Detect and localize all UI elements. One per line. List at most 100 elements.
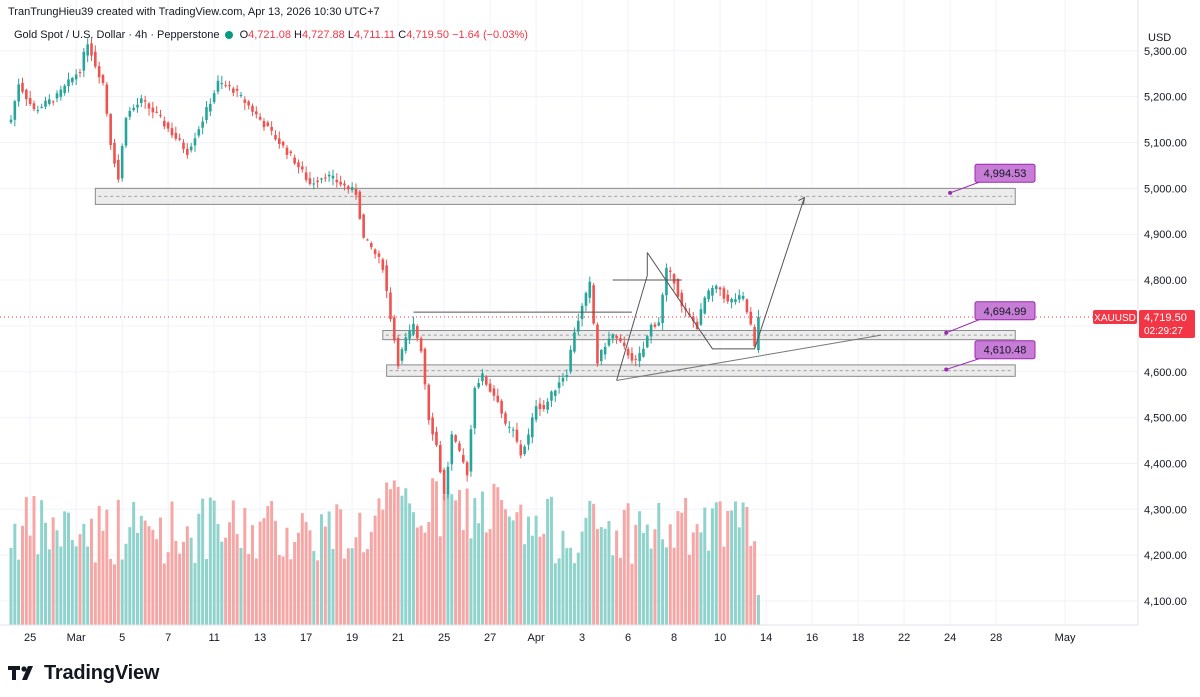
volume-bar — [147, 526, 151, 625]
candle-body — [343, 183, 346, 186]
volume-bar — [212, 500, 216, 625]
candle-body — [611, 334, 615, 339]
support-zone-lower — [386, 364, 1016, 377]
volume-bar — [626, 503, 630, 625]
candle-body — [615, 335, 618, 339]
tradingview-logo[interactable]: TradingView — [8, 660, 159, 686]
candle-body — [278, 138, 281, 144]
last-price-text: 4,719.50 — [1144, 312, 1187, 324]
volume-bar — [492, 483, 496, 625]
price-label-leader — [946, 319, 980, 334]
time-tick-label: 6 — [625, 632, 631, 644]
time-axis[interactable]: 25 Mar 5 7 11 13 17 19 21 25 27 Apr 3 6 8 10 14 16 18 22 24 2… — [0, 624, 1138, 644]
volume-bar — [469, 538, 473, 625]
candle-body — [94, 51, 97, 67]
volume-bar — [542, 533, 546, 625]
created-by-line: TranTrungHieu39 created with TradingView… — [8, 6, 380, 18]
candle-body — [82, 51, 86, 71]
volume-bar — [465, 488, 469, 625]
candle-body — [573, 332, 576, 352]
volume-bar — [197, 513, 201, 625]
volume-bar — [132, 502, 136, 625]
candle-body — [561, 377, 565, 382]
candle-body — [373, 249, 377, 255]
volume-bar — [534, 515, 538, 625]
candle-body — [389, 292, 392, 320]
price-chart[interactable]: 25 Mar 5 7 11 13 17 19 21 25 27 Apr 3 6 8 10 14 16 18 22 24 2… — [0, 0, 1200, 660]
volume-bar — [185, 526, 189, 625]
candle-body — [538, 403, 542, 410]
candle-body — [676, 279, 680, 297]
time-tick-label: 7 — [165, 632, 171, 644]
price-labels[interactable]: 4,994.53 4,694.99 4,610.48 — [944, 163, 1036, 372]
candle-body — [339, 181, 342, 185]
volume-bar — [480, 491, 484, 625]
volume-bar — [565, 548, 569, 625]
candle-body — [718, 287, 722, 290]
volume-bar — [385, 482, 389, 625]
candle-body — [500, 400, 503, 414]
volume-bar — [143, 520, 147, 625]
volume-bar — [162, 563, 166, 625]
candle-body — [90, 43, 93, 56]
volume-bar — [653, 529, 657, 625]
volume-bar — [714, 502, 718, 625]
volume-bar — [342, 558, 346, 625]
volume-bar — [595, 529, 599, 625]
volume-bar — [423, 532, 427, 625]
volume-bar — [488, 529, 492, 625]
volume-bar — [588, 500, 592, 625]
volume-bar — [461, 530, 465, 625]
candle-body — [546, 401, 549, 410]
candle-body — [511, 429, 515, 431]
time-tick-label: 8 — [671, 632, 677, 644]
candle-body — [13, 101, 17, 120]
price-tick-label: 4,500.00 — [1144, 413, 1187, 425]
volume-bar — [618, 557, 622, 625]
price-tick-label: 5,000.00 — [1144, 183, 1187, 195]
volume-bar — [277, 554, 281, 625]
triangle-wedge — [616, 252, 648, 381]
symbol-legend[interactable]: Gold Spot / U.S. Dollar · 4h · Peppersto… — [14, 29, 528, 41]
volume-bar — [116, 499, 120, 625]
price-label-anchor — [944, 367, 949, 372]
candle-body — [584, 293, 588, 306]
volume-bar — [530, 535, 534, 625]
volume-bar — [519, 504, 523, 625]
volume-bar — [335, 504, 339, 625]
price-tick-label: 4,300.00 — [1144, 504, 1187, 516]
volume-bar — [224, 537, 228, 625]
candle-body — [645, 336, 649, 348]
volume-bar — [40, 500, 44, 625]
volume-bar — [431, 478, 435, 625]
volume-bar — [59, 546, 63, 625]
volume-bar — [201, 498, 205, 625]
candle-body — [427, 384, 431, 421]
volume-bar — [484, 532, 488, 625]
volume-bar — [304, 521, 308, 625]
price-tick-label: 5,100.00 — [1144, 138, 1187, 150]
candle-body — [143, 100, 147, 102]
volume-bar — [86, 546, 90, 625]
volume-bar — [657, 502, 661, 625]
volume-bar — [400, 495, 404, 625]
time-tick-label: 14 — [760, 632, 772, 644]
candle-body — [668, 270, 672, 272]
open-value: 4,721.08 — [248, 29, 291, 41]
volume-bar — [365, 549, 369, 625]
candle-body — [366, 239, 369, 241]
price-label-box — [974, 163, 1036, 183]
volume-bar — [63, 511, 67, 625]
candle-body — [97, 66, 101, 78]
candle-body — [465, 462, 469, 476]
volume-bar — [254, 558, 258, 625]
volume-bar — [55, 530, 59, 625]
price-zones[interactable] — [94, 187, 1016, 377]
candle-body — [189, 146, 193, 151]
candle-body — [488, 383, 492, 392]
candle-body — [672, 274, 676, 284]
candle-body — [569, 349, 572, 372]
drawing-tools[interactable] — [0, 196, 1138, 381]
volume-bar — [668, 524, 672, 625]
candle-body — [707, 290, 710, 300]
